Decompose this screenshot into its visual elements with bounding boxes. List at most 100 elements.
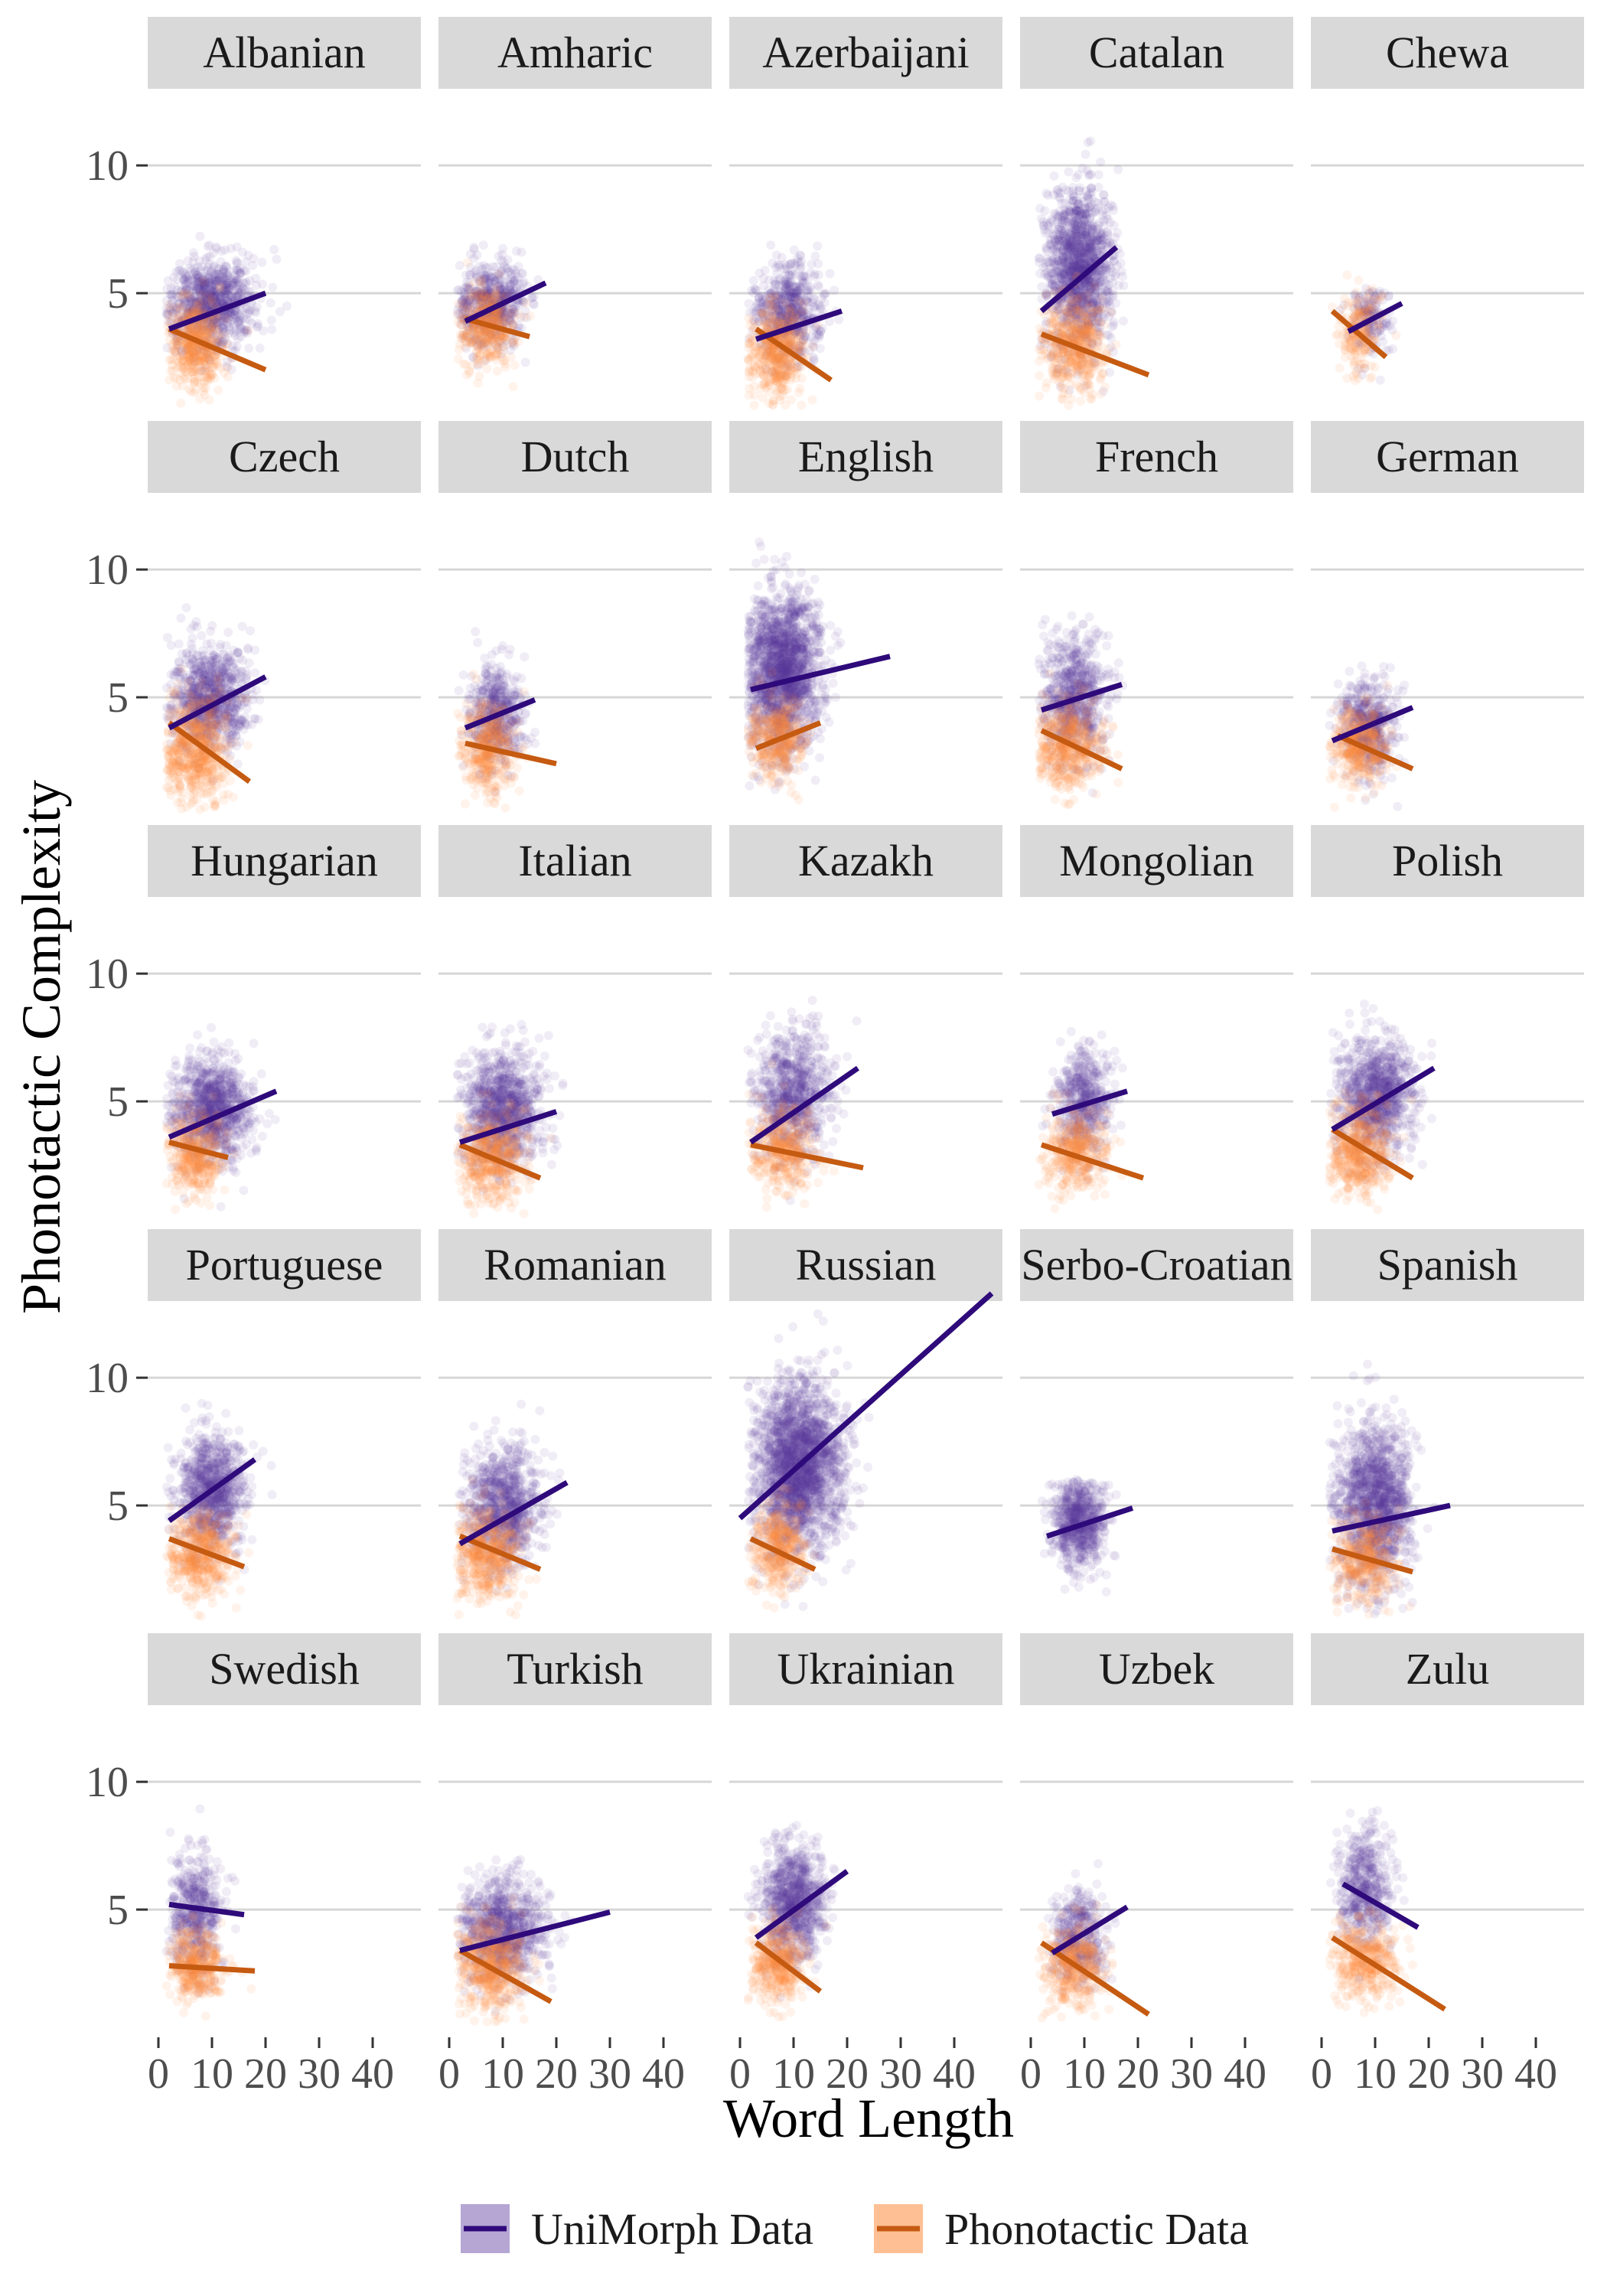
data-point: [233, 292, 243, 302]
data-point: [215, 283, 225, 293]
data-point: [779, 353, 789, 363]
data-point: [804, 292, 813, 302]
data-point: [186, 307, 196, 317]
data-point: [223, 357, 232, 367]
data-point: [174, 338, 184, 347]
data-point: [785, 285, 795, 295]
data-point: [200, 326, 209, 336]
data-point: [187, 294, 197, 304]
data-point: [743, 355, 753, 365]
data-point: [764, 387, 774, 397]
data-point: [468, 322, 478, 332]
data-point: [251, 273, 261, 283]
data-point: [762, 320, 771, 330]
data-point: [493, 344, 503, 354]
data-point: [792, 364, 802, 374]
data-point: [178, 357, 188, 367]
data-point: [196, 290, 206, 299]
data-point: [773, 319, 783, 329]
data-point: [200, 287, 210, 297]
data-point: [469, 335, 479, 345]
data-point: [193, 322, 203, 332]
data-point: [780, 276, 790, 286]
data-point: [760, 266, 770, 276]
data-point: [481, 298, 491, 308]
data-point: [200, 366, 210, 376]
data-point: [484, 286, 494, 296]
data-point: [202, 353, 212, 363]
data-point: [518, 279, 528, 289]
data-point: [761, 294, 771, 304]
data-point: [469, 253, 479, 263]
data-point: [193, 327, 202, 337]
data-point: [240, 285, 249, 295]
data-point: [197, 303, 207, 313]
data-point: [807, 259, 817, 269]
data-point: [476, 301, 486, 311]
data-point: [770, 316, 780, 326]
data-point: [165, 355, 174, 365]
data-point: [184, 347, 194, 357]
data-point: [763, 308, 773, 318]
data-point: [459, 291, 469, 301]
data-point: [487, 297, 497, 307]
data-point: [220, 313, 229, 323]
data-point: [774, 355, 784, 364]
data-point: [188, 374, 198, 383]
data-point: [215, 335, 225, 345]
data-point: [777, 310, 787, 320]
data-point: [210, 318, 220, 328]
data-point: [216, 295, 226, 305]
data-point: [798, 303, 808, 313]
data-point: [228, 341, 238, 351]
data-point: [506, 318, 516, 328]
data-point: [760, 311, 770, 321]
data-point: [482, 285, 492, 295]
data-point: [186, 386, 196, 396]
data-point: [789, 301, 799, 311]
data-point: [206, 293, 216, 303]
data-point: [775, 307, 785, 316]
data-point: [480, 327, 490, 337]
data-point: [474, 371, 484, 381]
data-point: [223, 372, 233, 382]
data-point: [494, 269, 504, 279]
data-point: [221, 313, 230, 323]
data-point: [185, 346, 195, 356]
data-point: [192, 306, 202, 316]
data-point: [210, 350, 220, 360]
data-point: [185, 351, 194, 361]
data-point: [184, 351, 194, 360]
data-point: [807, 339, 817, 349]
data-point: [504, 315, 514, 325]
data-point: [508, 382, 518, 392]
data-point: [235, 284, 245, 294]
data-point: [181, 367, 191, 377]
data-point: [761, 377, 771, 387]
data-point: [754, 293, 764, 303]
data-point: [784, 305, 793, 315]
data-point: [765, 314, 774, 324]
data-point: [1058, 243, 1068, 253]
data-point: [230, 270, 240, 280]
data-point: [497, 333, 507, 343]
data-point: [761, 338, 771, 348]
data-point: [194, 271, 204, 281]
data-point: [794, 328, 804, 338]
data-point: [199, 352, 209, 362]
data-point: [460, 342, 470, 351]
data-point: [230, 293, 240, 303]
data-point: [167, 316, 177, 326]
data-point: [768, 353, 777, 363]
data-point: [179, 372, 189, 382]
data-point: [482, 334, 492, 344]
data-point: [784, 362, 794, 372]
data-point: [508, 338, 518, 347]
data-point: [466, 339, 476, 348]
data-point: [784, 285, 794, 295]
data-point: [778, 293, 788, 303]
data-point: [165, 336, 174, 345]
data-point: [178, 268, 188, 278]
data-point: [214, 273, 223, 283]
data-point: [497, 338, 507, 348]
